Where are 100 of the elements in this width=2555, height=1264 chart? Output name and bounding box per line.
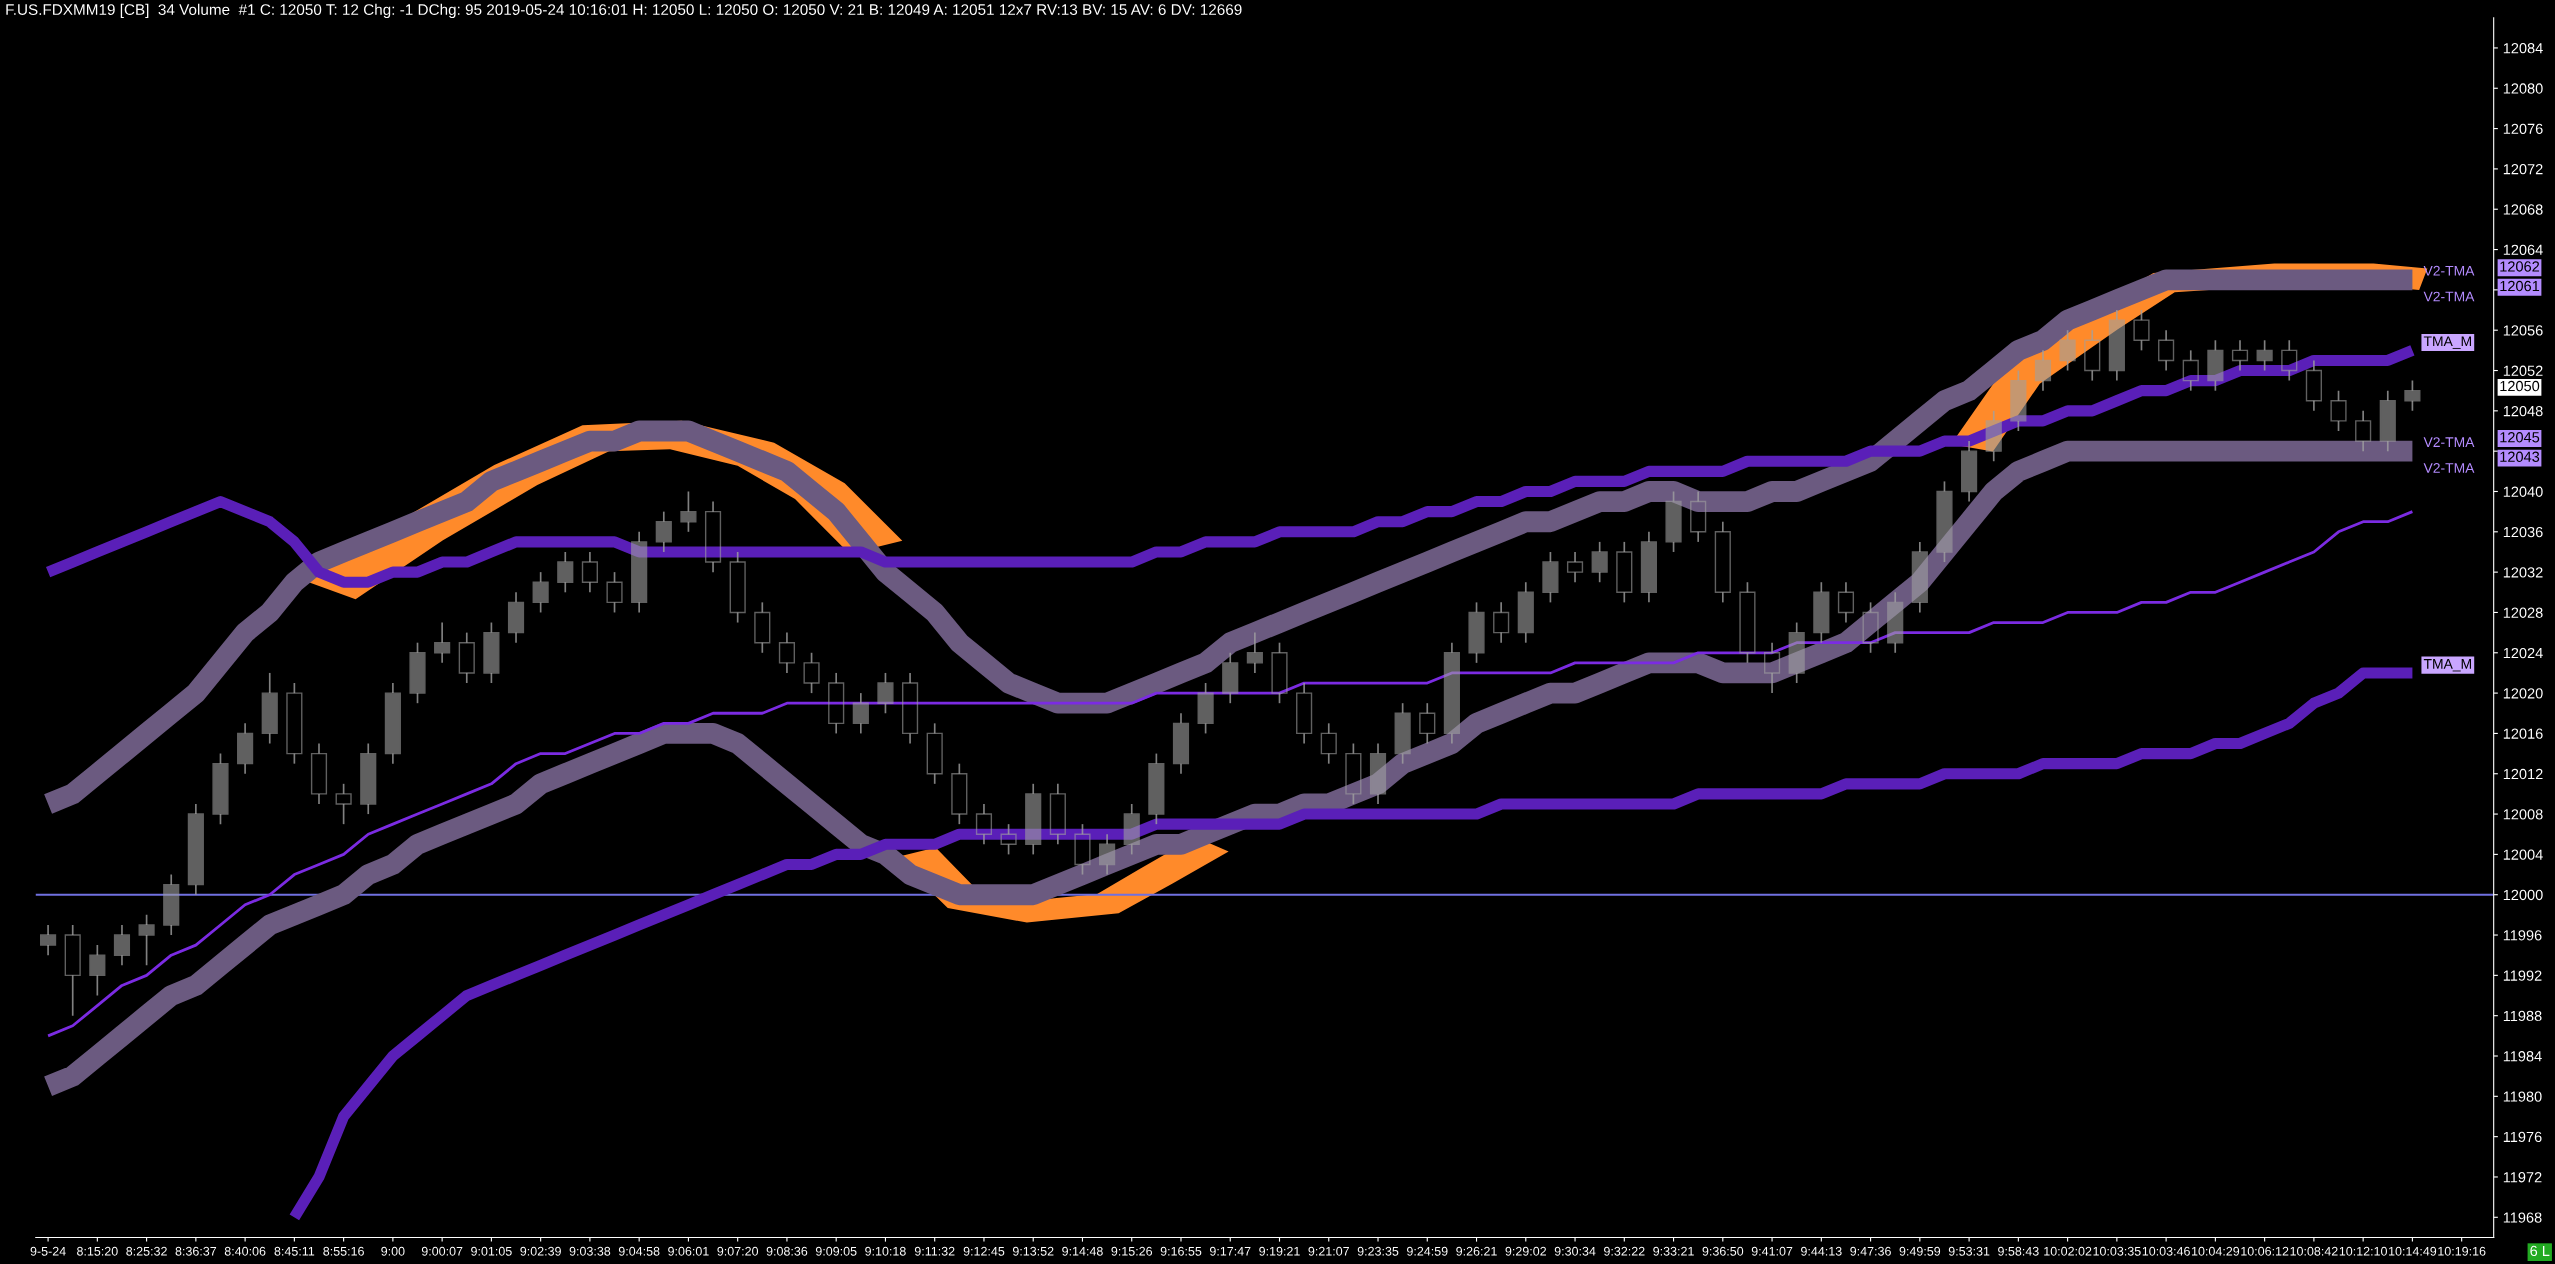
y-tick-label: 11992 [2503,970,2542,981]
y-tick-label: 12056 [2503,325,2543,336]
candlestick [2034,349,2052,392]
candlestick [40,924,57,957]
candlestick [1591,541,1608,584]
x-tick-label: 10:14:49 [2389,1246,2437,1256]
candlestick [1222,651,1239,705]
x-tick-label: 10:19:16 [2438,1246,2486,1256]
candlestick [187,803,204,896]
candlestick [1517,581,1534,644]
x-tick-label: 9:44:13 [1801,1246,1842,1256]
candlestick [1813,581,1830,644]
x-tick-label: 9:12:45 [963,1246,1005,1256]
x-tick-label: 8:25:32 [126,1246,167,1256]
candlestick [852,692,869,735]
y-tick-label: 12040 [2503,486,2543,497]
y-tick-label: 12020 [2503,688,2543,699]
x-tick-label: 10:12:10 [2339,1246,2387,1256]
chart-title: F.US.FDXMM19 [CB] 34 Volume #1 C: 12050 T: 12 Chg: -1 DChg: 95 2019-05-24 10:16:01 H: 12050 L: 12050 O: 12050 V: 21 B: 12049 A: 12051 12x7 RV:13 BV: 15 AV: 6 DV: 12669 [6,3,1242,19]
x-tick-label: 8:15:20 [77,1246,118,1256]
x-tick-label: 10:06:12 [2241,1246,2289,1256]
x-tick-label: 9:29:02 [1505,1246,1547,1256]
y-tick-label: 12000 [2503,889,2543,901]
y-tick-label: 12064 [2503,244,2543,255]
series-label: TMA_M [2423,659,2471,672]
candlestick [1640,530,1658,604]
candlestick [1985,410,2002,463]
candlestick [1123,803,1140,856]
x-tick-label: 9:21:07 [1308,1246,1349,1256]
y-tick-label: 12016 [2503,728,2543,739]
y-tick-label: 12024 [2503,647,2543,659]
x-tick-label: 8:45:11 [274,1246,315,1256]
candlestick [1788,621,1805,684]
text: 6 L [2530,1245,2550,1257]
text: 12043 [2500,451,2540,462]
y-tick-label: 11988 [2503,1010,2542,1022]
candlestick [113,924,131,967]
candlestick [1887,591,1904,654]
x-tick-label: 9:30:34 [1554,1246,1596,1256]
annotation: V2-TMA [2423,463,2475,473]
x-tick-label: 9:04:58 [618,1246,660,1256]
x-tick-label: 10:03:35 [2093,1246,2141,1256]
x-tick-label: 9-5-24 [30,1246,66,1256]
series-label: TMA_M [2423,336,2471,349]
y-tick-label: 12068 [2503,204,2543,215]
x-tick-label: 9:26:21 [1456,1246,1497,1256]
x-tick-label: 9:17:47 [1209,1246,1251,1256]
candlestick [1172,712,1190,775]
x-tick-label: 9:33:21 [1653,1246,1694,1256]
x-tick-label: 8:40:06 [224,1246,266,1256]
x-tick-label: 8:55:16 [323,1246,364,1256]
x-tick-label: 9:06:01 [668,1246,709,1256]
text: 12050 [2500,380,2540,392]
candlestick [2379,389,2396,452]
candlestick [384,682,401,765]
candlestick [163,873,180,936]
series-label: V2-TMA [2423,437,2475,447]
x-tick-label: 9:15:26 [1111,1246,1153,1256]
y-tick-label: 12052 [2503,365,2543,376]
y-tick-label: 11980 [2503,1091,2542,1102]
x-tick-label: 9:00 [381,1246,405,1256]
candlestick [2108,309,2125,382]
candlestick [1961,440,1978,503]
candlestick [434,621,451,664]
line-series [46,510,2414,1038]
x-tick-label: 9:41:07 [1751,1246,1793,1256]
x-tick-label: 9:03:38 [569,1246,611,1256]
x-tick-label: 9:19:21 [1259,1246,1300,1256]
x-tick-label: 9:49:59 [1899,1246,1941,1256]
candlestick [1369,742,1387,805]
y-tick-label: 12012 [2503,768,2543,780]
candlestick [360,742,377,815]
y-tick-label: 11976 [2503,1131,2542,1143]
y-tick-label: 11972 [2503,1172,2542,1183]
y-tick-label: 12036 [2503,526,2543,538]
x-tick-label: 9:47:36 [1850,1246,1891,1256]
text: 12045 [2500,432,2540,443]
x-tick-label: 9:24:59 [1407,1246,1448,1256]
x-tick-label: 8:36:37 [175,1246,217,1256]
x-tick-label: 10:08:42 [2290,1246,2338,1256]
x-tick-label: 9:58:43 [1998,1246,2039,1256]
x-tick-label: 9:16:55 [1160,1246,1202,1256]
x-tick-label: 9:10:18 [865,1246,906,1256]
x-tick-label: 9:36:50 [1702,1246,1744,1256]
x-tick-label: 9:14:48 [1062,1246,1103,1256]
y-tick-label: 12028 [2503,607,2543,618]
x-tick-label: 9:08:36 [766,1246,808,1256]
candlestick [557,551,574,594]
candlestick [631,530,648,614]
x-tick-label: 9:53:31 [1948,1246,1990,1256]
x-tick-label: 9:09:05 [815,1246,857,1256]
candlestick [1911,541,1928,614]
candlestick [1099,833,1116,876]
x-tick-label: 10:04:29 [2192,1246,2240,1256]
x-tick-label: 9:02:39 [520,1246,561,1256]
x-tick-label: 9:00:07 [421,1246,463,1256]
x-tick-label: 9:32:22 [1604,1246,1645,1256]
candlestick [507,591,525,644]
candlestick [1246,631,1263,674]
y-tick-label: 12032 [2503,567,2543,578]
